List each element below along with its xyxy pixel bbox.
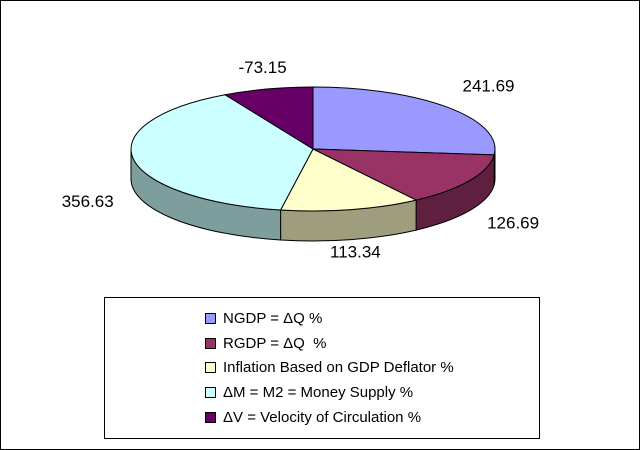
plot-area: 241.69 126.69 113.34 356.63 -73.15 [1, 1, 640, 293]
legend-item-4: ΔV = Velocity of Circulation % [205, 410, 533, 425]
legend-label-1: RGDP = ΔQ % [223, 334, 327, 352]
legend-swatch-4 [205, 412, 216, 424]
legend-label-0: NGDP = ΔQ % [223, 309, 323, 327]
legend-item-3: ΔM = M2 = Money Supply % [205, 385, 533, 400]
data-label-4: -73.15 [238, 58, 286, 77]
data-label-0: 241.69 [463, 76, 515, 95]
legend-label-2: Inflation Based on GDP Deflator % [223, 359, 454, 377]
pie-slice-0[interactable] [312, 86, 496, 156]
legend-label-3: ΔM = M2 = Money Supply % [223, 384, 414, 402]
legend-swatch-1 [205, 337, 216, 349]
legend-swatch-0 [205, 312, 216, 324]
legend-item-2: Inflation Based on GDP Deflator % [205, 360, 533, 375]
legend-item-0: NGDP = ΔQ % [205, 311, 533, 326]
pie-slice-1[interactable] [312, 148, 495, 201]
data-label-3: 356.63 [62, 192, 114, 211]
pie-slice-2[interactable] [279, 148, 418, 212]
data-label-1: 126.69 [487, 213, 539, 232]
legend-swatch-2 [205, 362, 216, 374]
pie-3d[interactable]: 241.69 126.69 113.34 356.63 -73.15 [1, 1, 640, 293]
data-label-2: 113.34 [330, 243, 381, 262]
chart-legend: NGDP = ΔQ % RGDP = ΔQ % Inflation Based on… [104, 297, 540, 439]
legend-item-1: RGDP = ΔQ % [205, 336, 533, 351]
pie-slice-3[interactable] [130, 94, 314, 211]
legend-label-4: ΔV = Velocity of Circulation % [223, 409, 422, 427]
legend-swatch-3 [205, 387, 216, 399]
pie-slice-4[interactable] [223, 86, 314, 150]
